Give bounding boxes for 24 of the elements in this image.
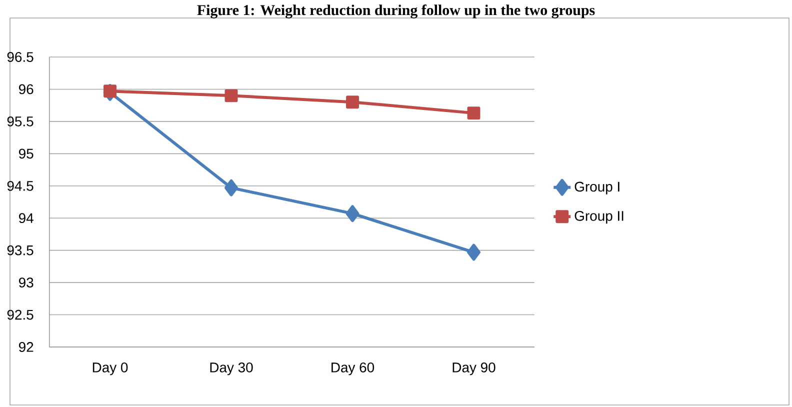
point [346, 96, 359, 109]
y-tick-label: 94.5 [7, 180, 34, 191]
y-tick-label: 92 [19, 342, 34, 352]
y-tick-label: 96 [19, 84, 34, 94]
point [346, 205, 360, 222]
point [104, 84, 116, 98]
y-tick-label: 96.5 [7, 52, 34, 62]
y-tick-label: 94 [19, 213, 34, 224]
legend-label: Group I [574, 182, 620, 194]
point [467, 106, 480, 120]
x-tick-label: Day 60 [332, 362, 374, 376]
point [467, 244, 480, 261]
legend-label: Group II [574, 210, 624, 224]
y-tick-label: 93 [19, 278, 34, 288]
point [224, 179, 238, 196]
y-tick-label: 95 [19, 148, 34, 159]
chart-title: Figure 1: Weight reduction during follow up in the two groups [197, 4, 595, 18]
x-tick-label: Day 30 [210, 362, 253, 376]
x-tick-label: Day 0 [92, 362, 128, 376]
x-tick-label: Day 90 [452, 362, 496, 376]
y-tick-label: 95.5 [7, 116, 34, 126]
y-tick-label: 92.5 [7, 310, 34, 320]
y-tick-label: 93.5 [7, 245, 34, 256]
point [224, 89, 238, 102]
